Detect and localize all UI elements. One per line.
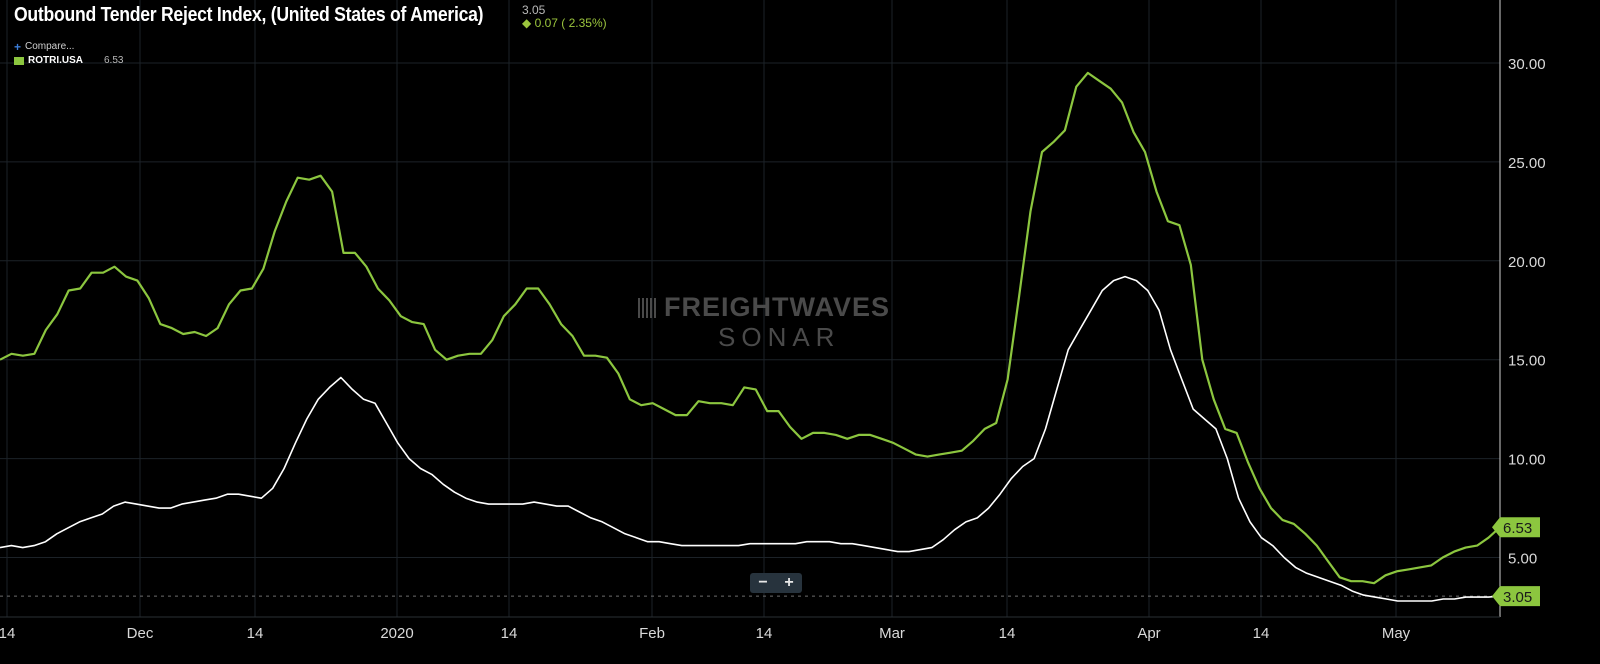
compare-row[interactable]: + Compare... bbox=[14, 40, 123, 54]
y-tick-label: 10.00 bbox=[1508, 452, 1546, 469]
y-tick-label: 20.00 bbox=[1508, 254, 1546, 271]
series-line-green bbox=[0, 71, 1501, 585]
y-tick-label: 15.00 bbox=[1508, 353, 1546, 370]
x-tick-label: 14 bbox=[247, 625, 264, 642]
legend: + Compare... ROTRI.USA 6.53 bbox=[14, 40, 123, 68]
x-tick-label: Dec bbox=[127, 625, 154, 642]
y-tick-label: 30.00 bbox=[1508, 56, 1546, 73]
watermark-sonar: SONAR bbox=[718, 322, 841, 352]
series-symbol[interactable]: ROTRI.USA bbox=[28, 55, 83, 66]
x-tick-label: 14 bbox=[1253, 625, 1270, 642]
x-tick-label: 2020 bbox=[380, 625, 413, 642]
chart-title: Outbound Tender Reject Index, (United St… bbox=[14, 4, 484, 26]
chart-header: Outbound Tender Reject Index, (United St… bbox=[14, 4, 547, 27]
series-value: 6.53 bbox=[104, 55, 124, 66]
last-label-white: 3.05 bbox=[1503, 589, 1532, 606]
watermark-line1: FREIGHTWAVES bbox=[664, 292, 891, 322]
x-tick-label: May bbox=[1382, 625, 1411, 642]
last-label-white-bg bbox=[1492, 586, 1540, 607]
zoom-in-button[interactable]: + bbox=[784, 574, 794, 591]
zoom-control: − + bbox=[750, 573, 802, 593]
x-tick-label: 14 bbox=[756, 625, 773, 642]
compare-link[interactable]: Compare... bbox=[25, 41, 75, 52]
change-value: ◆ 0.07 ( 2.35%) bbox=[522, 16, 607, 30]
x-tick-label: Apr bbox=[1137, 625, 1160, 642]
plus-icon[interactable]: + bbox=[14, 40, 22, 54]
x-tick-label: 14 bbox=[501, 625, 518, 642]
x-tick-label: 14 bbox=[0, 625, 15, 642]
logo-bars-icon bbox=[638, 298, 658, 318]
x-tick-label: 14 bbox=[999, 625, 1016, 642]
series-swatch bbox=[14, 57, 24, 65]
y-tick-label: 25.00 bbox=[1508, 155, 1546, 172]
last-label-green: 6.53 bbox=[1503, 520, 1532, 537]
zoom-out-button[interactable]: − bbox=[758, 574, 768, 591]
watermark-logo: FREIGHTWAVES bbox=[638, 292, 890, 323]
x-tick-label: Mar bbox=[879, 625, 905, 642]
quote-box: 3.05 ◆ 0.07 ( 2.35%) bbox=[522, 4, 607, 30]
y-tick-label: 5.00 bbox=[1508, 551, 1537, 568]
x-tick-label: Feb bbox=[639, 625, 665, 642]
last-label-green-bg bbox=[1492, 517, 1540, 538]
legend-series[interactable]: ROTRI.USA 6.53 bbox=[14, 54, 123, 68]
series-line-white bbox=[0, 275, 1501, 602]
last-value: 3.05 bbox=[522, 3, 546, 17]
